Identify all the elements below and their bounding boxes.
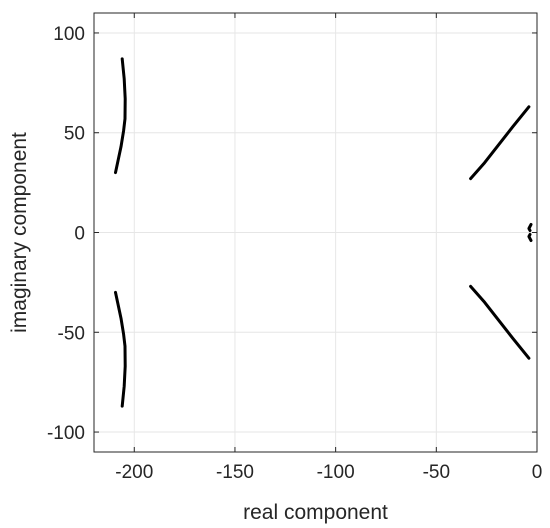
y-tick-label: 100 bbox=[53, 24, 85, 45]
locus-branch-2 bbox=[114, 290, 127, 408]
y-tick-label: -50 bbox=[58, 323, 85, 344]
locus-branch-1 bbox=[114, 57, 127, 175]
x-tick-label: -150 bbox=[216, 462, 254, 483]
y-axis-label: imaginary component bbox=[8, 132, 31, 333]
x-tick-label: -200 bbox=[115, 462, 153, 483]
locus-branch-5 bbox=[527, 223, 533, 232]
x-tick-label: -50 bbox=[423, 462, 450, 483]
grid bbox=[94, 13, 538, 452]
locus-branch-3 bbox=[469, 105, 531, 181]
x-tick-label: 0 bbox=[532, 462, 543, 483]
series-layer bbox=[114, 57, 533, 408]
ticks: -200 -150 -100 -50 0 -100 -50 0 50 100 bbox=[47, 13, 542, 483]
locus-branch-4 bbox=[469, 284, 531, 360]
locus-branch-6 bbox=[527, 233, 533, 242]
x-tick-label: -100 bbox=[317, 462, 355, 483]
y-tick-label: 0 bbox=[74, 224, 85, 245]
x-axis-label: real component bbox=[243, 501, 388, 524]
y-tick-label: 50 bbox=[64, 124, 85, 145]
y-tick-label: -100 bbox=[47, 423, 85, 444]
